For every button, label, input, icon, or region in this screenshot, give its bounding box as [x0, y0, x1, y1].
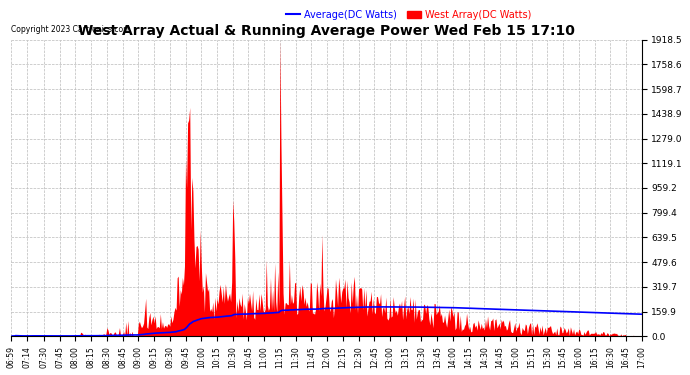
Text: Copyright 2023 Cartronics.com: Copyright 2023 Cartronics.com	[12, 25, 131, 34]
Legend: Average(DC Watts), West Array(DC Watts): Average(DC Watts), West Array(DC Watts)	[282, 6, 535, 24]
Title: West Array Actual & Running Average Power Wed Feb 15 17:10: West Array Actual & Running Average Powe…	[78, 24, 575, 39]
